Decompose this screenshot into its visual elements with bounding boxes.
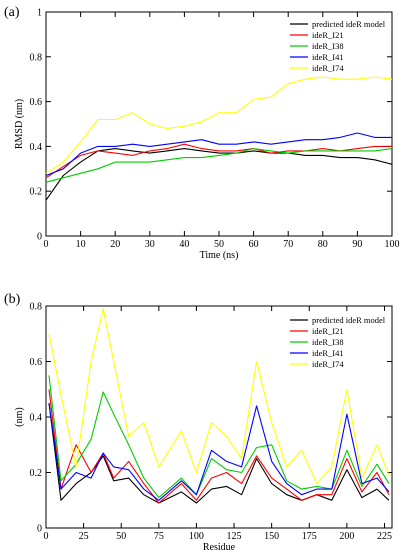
- x-tick-label: 175: [302, 531, 317, 542]
- x-tick-label: 80: [318, 239, 328, 250]
- y-tick-label: 0.8: [30, 52, 43, 63]
- legend-label: ideR_I38: [312, 337, 344, 347]
- y-tick-label: 1: [37, 8, 42, 19]
- x-tick-label: 100: [385, 239, 400, 250]
- y-tick-label: 0.2: [30, 187, 43, 198]
- x-tick-label: 10: [76, 239, 86, 250]
- panel-label: (a): [4, 5, 20, 20]
- x-tick-label: 50: [116, 531, 126, 542]
- x-tick-label: 100: [189, 531, 204, 542]
- series-line-2: [48, 375, 390, 499]
- x-tick-label: 30: [145, 239, 155, 250]
- x-tick-label: 50: [214, 239, 224, 250]
- series-line-0: [45, 148, 393, 201]
- series-line-4: [48, 308, 390, 485]
- panel-label: (b): [4, 292, 21, 307]
- x-tick-label: 0: [44, 239, 49, 250]
- x-tick-label: 125: [227, 531, 242, 542]
- legend-label: predicted ideR model: [312, 315, 386, 325]
- series-line-3: [45, 132, 392, 177]
- y-tick-label: 0: [37, 524, 42, 535]
- series-line-2: [45, 148, 393, 183]
- x-tick-label: 25: [79, 531, 89, 542]
- legend-label: ideR_I41: [312, 348, 344, 358]
- x-tick-label: 90: [352, 239, 362, 250]
- x-tick-label: 60: [249, 239, 259, 250]
- x-tick-label: 20: [110, 239, 120, 250]
- legend-label: ideR_I38: [312, 41, 344, 51]
- y-tick-label: 0.2: [30, 468, 43, 479]
- legend-label: ideR_I74: [312, 359, 344, 369]
- x-tick-label: 200: [339, 531, 354, 542]
- series-line-3: [48, 403, 390, 501]
- legend-label: ideR_I41: [312, 52, 344, 62]
- x-tick-label: 40: [179, 239, 189, 250]
- y-tick-label: 0.6: [30, 357, 43, 368]
- legend-label: predicted ideR model: [312, 19, 386, 29]
- x-tick-label: 70: [283, 239, 293, 250]
- y-axis-label: (nm): [14, 407, 25, 426]
- y-tick-label: 0.8: [30, 302, 43, 313]
- x-tick-label: 225: [377, 531, 392, 542]
- series-line-0: [48, 403, 390, 504]
- x-axis-label: Time (ns): [200, 250, 239, 261]
- series-line-1: [45, 143, 392, 179]
- legend-label: ideR_I21: [312, 30, 344, 40]
- x-tick-label: 0: [44, 531, 49, 542]
- legend-label: ideR_I21: [312, 326, 344, 336]
- y-axis-label: RMSD (nm): [14, 99, 25, 149]
- y-tick-label: 0: [37, 232, 42, 243]
- x-tick-label: 75: [154, 531, 164, 542]
- x-tick-label: 150: [264, 531, 279, 542]
- x-axis-label: Residue: [203, 542, 236, 550]
- y-tick-label: 0.4: [30, 413, 43, 424]
- legend-label: ideR_I74: [312, 63, 344, 73]
- y-tick-label: 0.6: [30, 97, 43, 108]
- y-tick-label: 0.4: [30, 142, 43, 153]
- series-line-4: [45, 76, 393, 174]
